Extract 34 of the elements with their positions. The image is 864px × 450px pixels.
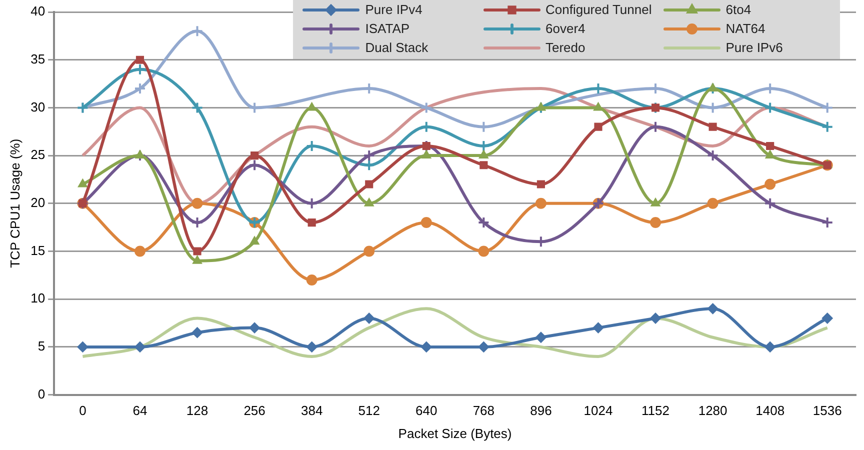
x-tick-label: 1536 [812,403,842,418]
legend-label: 6over4 [546,21,586,36]
x-tick-label: 1152 [642,403,670,418]
legend-label: Pure IPv4 [365,2,422,17]
x-tick-label: 64 [132,403,148,418]
legend-label: NAT64 [726,21,766,36]
y-tick-label: 40 [30,4,46,19]
legend-label: 6to4 [726,2,752,17]
x-tick-label: 1024 [584,403,613,418]
x-tick-label: 512 [358,403,380,418]
x-tick-label: 128 [186,403,208,418]
x-tick-label: 384 [300,403,323,418]
x-tick-label: 768 [472,403,495,418]
y-tick-label: 35 [30,51,46,66]
x-tick-label: 1280 [698,403,728,418]
legend-label: ISATAP [365,21,410,36]
y-tick-label: 20 [30,194,46,210]
x-axis-title: Packet Size (Bytes) [398,426,512,441]
x-tick-label: 0 [79,403,86,418]
legend-label: Pure IPv6 [726,40,783,55]
y-tick-label: 25 [30,147,46,162]
legend-label: Teredo [546,40,586,55]
y-tick-label: 10 [30,290,46,306]
y-axis-title: TCP CPU1 Usage (%) [7,138,22,268]
y-tick-label: 30 [30,99,46,114]
y-tick-label: 15 [30,242,46,258]
y-tick-label: 5 [38,338,46,354]
x-tick-label: 1408 [756,403,785,418]
legend-label: Dual Stack [365,40,428,55]
legend-label: Configured Tunnel [546,2,652,17]
x-tick-label: 640 [416,403,438,418]
x-tick-label: 896 [530,403,552,418]
y-tick-label: 0 [38,386,46,402]
x-tick-label: 256 [244,403,266,418]
